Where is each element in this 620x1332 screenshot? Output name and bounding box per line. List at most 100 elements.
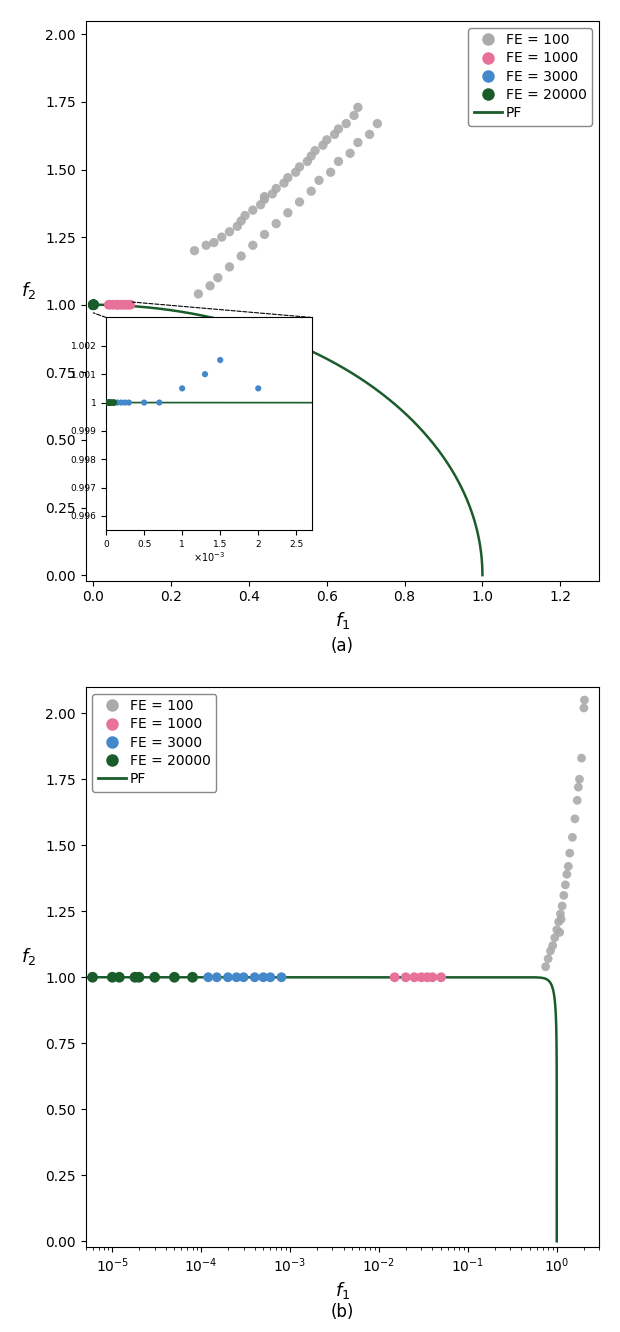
Point <box>294 192 304 213</box>
Point <box>205 276 215 297</box>
Point <box>89 294 99 316</box>
Y-axis label: $f_2$: $f_2$ <box>21 946 36 967</box>
Point <box>107 967 117 988</box>
Point <box>283 202 293 224</box>
Point <box>190 240 200 261</box>
Point <box>575 769 585 790</box>
Point <box>88 294 98 316</box>
Point <box>543 948 553 970</box>
Point <box>134 967 144 988</box>
Point <box>570 809 580 830</box>
Text: (a): (a) <box>331 637 354 654</box>
Point <box>271 213 281 234</box>
Point <box>547 935 557 956</box>
Point <box>334 119 343 140</box>
Point <box>260 224 270 245</box>
Point <box>89 294 99 316</box>
Legend: FE = 100, FE = 1000, FE = 3000, FE = 20000, PF: FE = 100, FE = 1000, FE = 3000, FE = 200… <box>468 28 592 125</box>
Point <box>232 216 242 237</box>
Point <box>89 294 99 316</box>
Point <box>567 827 577 848</box>
Point <box>267 184 277 205</box>
Point <box>579 697 589 718</box>
Point <box>373 113 383 135</box>
Point <box>255 194 265 216</box>
Point <box>303 151 312 172</box>
Point <box>117 294 126 316</box>
Point <box>550 927 560 948</box>
Point <box>330 124 340 145</box>
Point <box>277 967 286 988</box>
X-axis label: $f_1$: $f_1$ <box>335 610 350 631</box>
Point <box>104 294 114 316</box>
Point <box>572 790 582 811</box>
Point <box>240 205 250 226</box>
Point <box>306 145 316 166</box>
Y-axis label: $f_2$: $f_2$ <box>21 280 36 301</box>
Point <box>149 967 159 988</box>
Point <box>248 234 258 256</box>
Point <box>201 234 211 256</box>
Point <box>224 221 234 242</box>
X-axis label: $f_1$: $f_1$ <box>335 1280 350 1301</box>
Point <box>353 132 363 153</box>
Point <box>271 177 281 198</box>
Point <box>112 294 122 316</box>
Point <box>279 172 289 193</box>
Point <box>89 294 99 316</box>
Point <box>260 189 270 210</box>
Point <box>580 690 590 711</box>
Point <box>353 97 363 119</box>
Point <box>555 922 565 943</box>
Point <box>217 226 227 248</box>
Point <box>89 294 99 316</box>
Point <box>314 169 324 190</box>
Point <box>283 166 293 188</box>
Point <box>428 967 438 988</box>
Point <box>417 967 427 988</box>
Point <box>294 156 304 177</box>
Point <box>577 747 587 769</box>
Point <box>209 232 219 253</box>
Point <box>422 967 432 988</box>
Point <box>89 294 99 316</box>
Point <box>401 967 410 988</box>
Point <box>556 908 566 930</box>
Point <box>546 940 556 962</box>
Point <box>541 956 551 978</box>
Point <box>559 884 569 906</box>
Point <box>120 294 130 316</box>
Point <box>345 143 355 164</box>
Point <box>259 967 268 988</box>
Point <box>89 294 99 316</box>
Point <box>306 181 316 202</box>
Point <box>310 140 320 161</box>
Point <box>409 967 419 988</box>
Point <box>560 874 570 895</box>
Point <box>265 967 275 988</box>
Point <box>250 967 260 988</box>
Point <box>188 967 198 988</box>
Point <box>169 967 179 988</box>
Point <box>89 294 99 316</box>
Point <box>574 777 583 798</box>
Point <box>213 266 223 288</box>
Point <box>232 967 242 988</box>
Point <box>89 294 99 316</box>
Point <box>89 293 99 314</box>
Point <box>125 294 135 316</box>
Point <box>108 294 118 316</box>
Point <box>557 895 567 916</box>
Point <box>239 967 249 988</box>
Point <box>203 967 213 988</box>
Point <box>193 284 203 305</box>
Point <box>123 294 133 316</box>
Point <box>436 967 446 988</box>
Point <box>318 135 328 156</box>
Point <box>224 256 234 277</box>
Legend: FE = 100, FE = 1000, FE = 3000, FE = 20000, PF: FE = 100, FE = 1000, FE = 3000, FE = 200… <box>92 694 216 791</box>
Point <box>89 294 99 316</box>
Point <box>564 855 574 876</box>
Point <box>236 245 246 266</box>
Point <box>113 294 123 316</box>
